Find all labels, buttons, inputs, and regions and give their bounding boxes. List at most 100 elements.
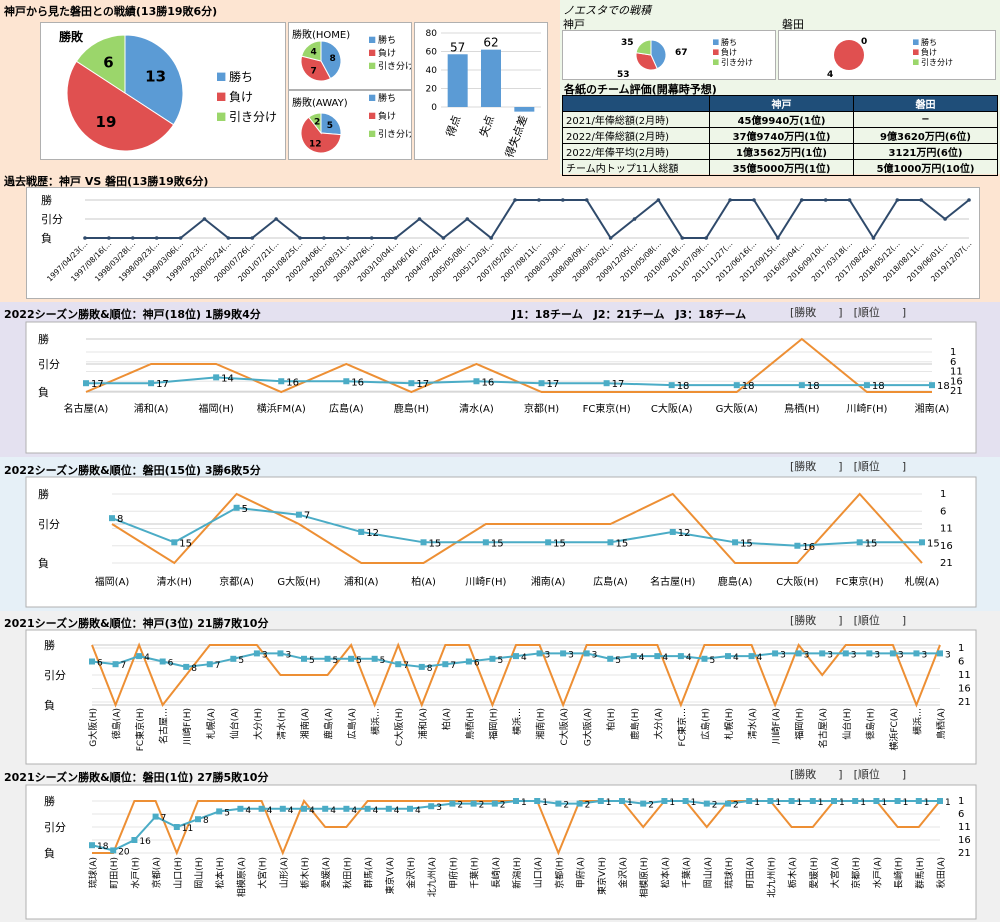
x-tick-label: 清水(A) — [747, 708, 759, 739]
rank-point — [603, 380, 610, 387]
x-tick-label: 秋田(H) — [341, 857, 353, 889]
goals-bar-chart: 0 20 40 60 80 57 得点 62 失点 得失点差 — [426, 29, 541, 159]
rank-point — [348, 655, 355, 662]
x-tick-label: 湘南(A) — [299, 708, 311, 739]
rank-data-label: 3 — [545, 650, 551, 660]
kobe2022-title: 2022シーズン勝敗&順位：神戸(18位) 1勝9敗4分 — [4, 308, 261, 321]
history-point — [584, 198, 589, 202]
bar-data-label: 62 — [483, 36, 498, 50]
y-tick-label: 負 — [44, 699, 55, 712]
legend-swatch — [713, 49, 719, 55]
history-point — [704, 236, 708, 240]
legend-label: 引き分け — [921, 58, 953, 67]
x-tick-label: 横浜FC(A) — [888, 708, 900, 751]
rank-point — [237, 805, 244, 812]
rank-data-label: 16 — [139, 837, 151, 847]
rank-point — [442, 661, 449, 668]
y-tick-label: 負 — [38, 386, 49, 399]
table-row: 2022/年俸総額(2月時) 37億9740万円(1位) 9億3620万円(6位) — [562, 127, 998, 144]
rank-data-label: 6 — [97, 659, 103, 669]
rank-data-label: 1 — [839, 798, 845, 808]
pie-data-label: 0 — [861, 37, 867, 47]
x-tick-label: 長崎(A) — [490, 857, 502, 888]
y-tick-label: 勝 — [41, 193, 52, 207]
pie-data-label: 8 — [330, 54, 336, 64]
home-pie-title: 勝敗(HOME) — [292, 30, 351, 41]
table-row: 2021/年俸総額(2月時) 45億9940万(1位) − — [562, 111, 998, 128]
x-tick-label: 鳥栖(H) — [464, 708, 476, 740]
legend-label: 引き分け — [378, 129, 411, 140]
noesta-iwata-label: 磐田 — [782, 18, 804, 31]
rank-data-label: 3 — [921, 650, 927, 660]
x-tick-label: 鳥栖(H) — [784, 402, 819, 415]
y2-tick-label: 1 — [950, 347, 956, 358]
rank-point — [324, 655, 331, 662]
rank-point — [301, 655, 307, 662]
rank-data-label: 4 — [757, 653, 763, 663]
rank-data-label: 3 — [851, 650, 857, 660]
rank-point — [852, 798, 859, 804]
history-point — [250, 236, 255, 240]
history-point — [322, 236, 326, 240]
rank-data-label: 15 — [491, 538, 504, 549]
history-point — [465, 217, 470, 221]
x-tick-label: 大分(H) — [252, 708, 264, 740]
rank-point — [420, 539, 427, 546]
chart-frame — [25, 321, 977, 454]
legend-swatch — [913, 49, 919, 55]
rank-data-label: 18 — [937, 381, 950, 392]
rank-data-label: 3 — [827, 650, 833, 660]
x-tick-label: 失点 — [477, 114, 497, 139]
bar-data-label: 57 — [450, 40, 465, 54]
y2-tick-label: 21 — [958, 697, 971, 708]
rank-point — [171, 539, 178, 546]
x-tick-label: 清水(A) — [459, 402, 494, 415]
kobe2021-legend: [勝敗 ] [順位 ] — [790, 614, 907, 627]
home-pie-box: 勝敗(HOME) 8 7 4 勝ち 負け 引き分け — [288, 22, 412, 90]
rank-data-label: 1 — [627, 798, 633, 808]
table-cell: 5億1000万円(10位) — [853, 159, 998, 176]
x-tick-label: 山形(A) — [278, 857, 290, 888]
pie-data-label: 53 — [617, 70, 630, 79]
x-tick-label: 大宮(A) — [829, 857, 841, 888]
y2-tick-label: 6 — [950, 357, 956, 368]
x-tick-label: C大阪(A) — [558, 708, 570, 745]
iwata2021-title: 2021シーズン勝敗&順位：磐田(1位) 27勝5敗10分 — [4, 771, 269, 784]
x-tick-label: 山口(A) — [533, 857, 544, 888]
rank-data-label: 1 — [669, 798, 675, 808]
rank-data-label: 2 — [712, 801, 718, 811]
legend-swatch — [369, 112, 376, 119]
rank-data-label: 17 — [416, 379, 429, 390]
pie-data-label: 5 — [327, 121, 333, 131]
history-point — [776, 236, 780, 240]
legend-label: 勝ち — [378, 92, 396, 104]
rank-data-label: 4 — [309, 806, 315, 816]
rank-data-label: 6 — [474, 659, 480, 669]
rank-point — [371, 655, 378, 662]
y2-tick-label: 16 — [940, 541, 953, 552]
legend-swatch — [913, 39, 919, 45]
y-tick-label: 勝 — [44, 794, 55, 808]
x-tick-label: 群馬(H) — [914, 857, 926, 889]
rank-data-label: 5 — [615, 656, 621, 666]
rank-point — [748, 653, 755, 660]
x-tick-label: 京都(A) — [219, 575, 254, 588]
rank-data-label: 2 — [733, 801, 739, 811]
rank-point — [131, 837, 138, 843]
rank-data-label: 16 — [481, 377, 494, 388]
rank-point — [89, 658, 95, 665]
history-point — [178, 236, 183, 240]
x-tick-label: 仙台(A) — [228, 708, 240, 739]
legend-label: 負け — [378, 110, 396, 122]
x-tick-label: 岡山(A) — [703, 857, 714, 888]
table-cell: 2022/年俸総額(2月時) — [562, 127, 710, 144]
x-tick-label: 町田(A) — [745, 857, 756, 888]
rank-point — [233, 504, 240, 511]
rank-data-label: 15 — [740, 538, 753, 549]
history-point — [967, 198, 971, 202]
x-tick-label: 北九州(H) — [766, 857, 777, 898]
pie-slice — [75, 34, 126, 94]
rank-data-label: 3 — [945, 650, 951, 660]
rank-data-label: 15 — [179, 538, 192, 549]
